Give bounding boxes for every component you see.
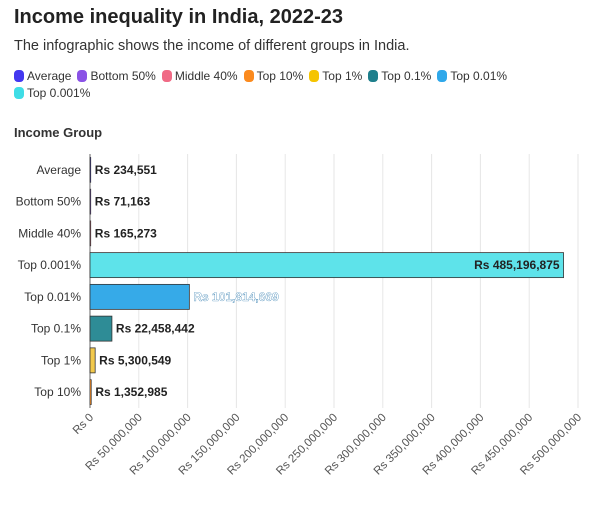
legend-item-average[interactable]: Average [14, 69, 71, 83]
y-category-label: Top 1% [41, 353, 81, 367]
legend-item-top-0-001[interactable]: Top 0.001% [14, 86, 90, 100]
legend-swatch [243, 70, 254, 82]
bar-value-label: Rs 165,273 [95, 226, 157, 240]
bar [89, 157, 92, 183]
bar-value-label: Rs 101,814,669 [193, 290, 279, 304]
legend: Average Bottom 50% Middle 40% Top 10% To… [14, 69, 534, 100]
legend-swatch [161, 70, 172, 82]
bar-value-label: Rs 234,551 [95, 163, 157, 177]
legend-label: Top 10% [256, 69, 304, 83]
y-category-label: Top 0.001% [18, 258, 82, 272]
legend-item-middle-40[interactable]: Middle 40% [161, 69, 238, 83]
y-axis-title: Income Group [14, 125, 103, 140]
legend-label: Bottom 50% [90, 69, 156, 83]
chart-subtitle: The infographic shows the income of diff… [14, 38, 410, 54]
bar-value-label: Rs 22,458,442 [116, 322, 195, 336]
bar [89, 379, 92, 405]
legend-item-bottom-50[interactable]: Bottom 50% [77, 69, 156, 83]
y-category-label: Top 10% [34, 385, 81, 399]
legend-label: Top 0.1% [381, 69, 432, 83]
chart-title: Income inequality in India, 2022-23 [14, 6, 343, 28]
legend-swatch [368, 70, 379, 82]
bar-value-label: Rs 5,300,549 [99, 353, 171, 367]
bar-value-label: Rs 1,352,985 [95, 385, 167, 399]
y-category-label: Bottom 50% [16, 195, 82, 209]
x-tick-label: Rs 0 [71, 412, 96, 437]
bar [89, 188, 92, 215]
legend-label: Average [27, 69, 72, 83]
bar-value-label: Rs 71,163 [95, 195, 151, 209]
y-category-label: Average [37, 163, 82, 177]
legend-item-top-0-01[interactable]: Top 0.01% [437, 69, 507, 83]
legend-item-top-1[interactable]: Top 1% [309, 69, 362, 83]
bar [89, 283, 190, 310]
legend-label: Top 0.01% [450, 69, 508, 83]
legend-swatch [309, 70, 320, 82]
legend-swatch [437, 70, 448, 82]
bar [89, 315, 113, 342]
y-category-label: Middle 40% [18, 226, 81, 240]
y-category-label: Top 0.1% [31, 322, 81, 336]
legend-label: Top 1% [322, 69, 363, 83]
legend-item-top-0-1[interactable]: Top 0.1% [368, 69, 431, 83]
y-category-label: Top 0.01% [24, 290, 81, 304]
legend-swatch [14, 70, 24, 82]
legend-item-top-10[interactable]: Top 10% [243, 69, 304, 83]
legend-label: Middle 40% [174, 69, 238, 83]
bar [89, 252, 564, 279]
legend-swatch [14, 87, 24, 99]
legend-swatch [77, 70, 88, 82]
bar-value-label: Rs 485,196,875 [474, 258, 560, 272]
bar [89, 220, 92, 247]
legend-label: Top 0.001% [27, 86, 91, 100]
bar [89, 347, 96, 374]
